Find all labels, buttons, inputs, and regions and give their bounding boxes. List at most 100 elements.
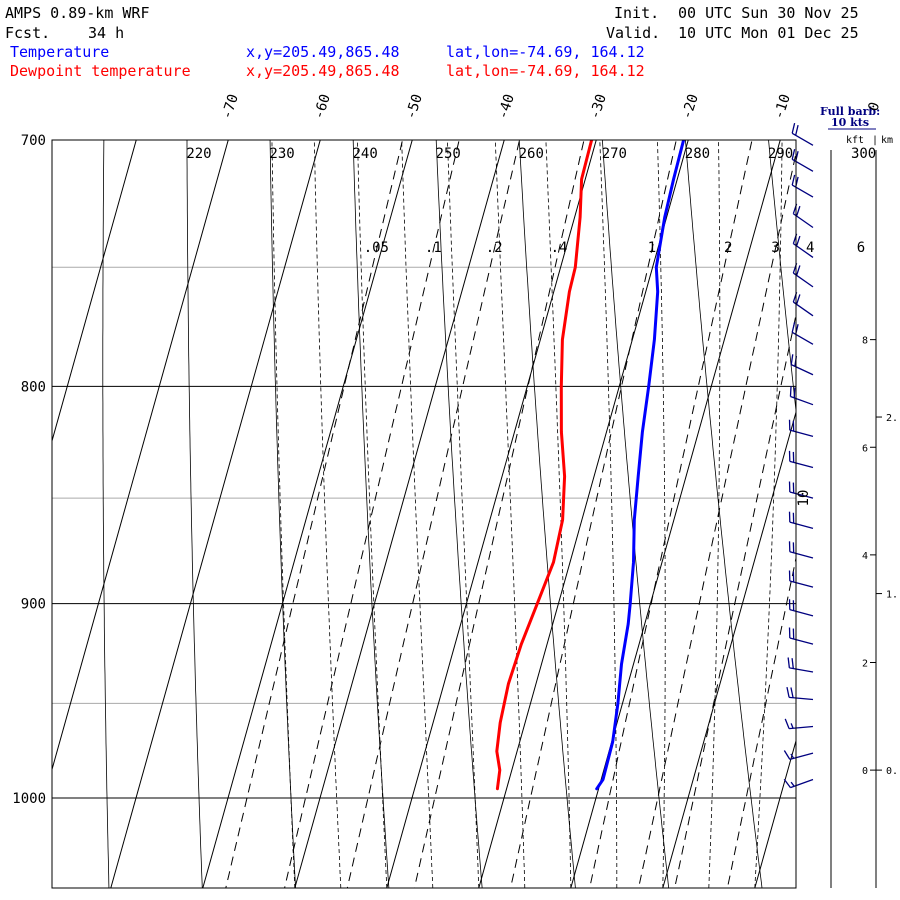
isotherm--50 xyxy=(202,140,413,888)
wind-barb-flag-19-0 xyxy=(786,687,790,698)
km-label-0: 0. xyxy=(886,766,898,777)
wind-barb-staff-8 xyxy=(790,364,814,376)
dry-adiabat-label-230: 230 xyxy=(269,146,294,162)
mixing-ratio-line-.1 xyxy=(284,140,460,888)
mixing-ratio-label-6: 6 xyxy=(857,240,865,256)
moist-adiabats xyxy=(271,140,783,888)
wind-barb-flag-4-1 xyxy=(795,235,801,247)
dry-adiabat-label-240: 240 xyxy=(352,146,377,162)
wind-barb-10 xyxy=(788,419,814,438)
moist-adiabat--5 xyxy=(599,140,618,888)
wind-barb-0 xyxy=(791,122,814,146)
wind-barb-staff-9 xyxy=(790,395,814,406)
isotherm-0 xyxy=(662,410,796,888)
temperature-label--60: -60 xyxy=(311,92,334,121)
mixing-ratio-line-2 xyxy=(589,140,753,888)
wind-barb-staff-3 xyxy=(792,213,814,229)
legend-temperature-name: Temperature xyxy=(10,43,109,61)
temperature-label--20: -20 xyxy=(679,92,702,121)
dry-adiabats xyxy=(102,140,796,888)
isotherm-10 xyxy=(754,739,796,888)
wind-barb-half-20 xyxy=(790,723,794,729)
init-label: Init. xyxy=(614,4,659,22)
kft-label-8: 8 xyxy=(862,336,868,347)
mixing-ratio-line-1 xyxy=(510,140,677,888)
dry-adiabat-290 xyxy=(768,140,796,415)
model-title: AMPS 0.89-km WRF xyxy=(5,4,150,22)
axis-separator: | xyxy=(872,135,878,146)
wind-barb-14 xyxy=(788,541,814,559)
wind-barb-21 xyxy=(783,750,814,761)
mixing-ratio-label-.4: .4 xyxy=(551,240,568,256)
mixing-ratio-lines xyxy=(225,140,796,888)
isotherm--80 xyxy=(52,140,137,443)
pressure-label-900: 900 xyxy=(21,597,46,613)
kft-axis-label: kft xyxy=(846,135,864,146)
wind-barb-9 xyxy=(789,386,814,406)
dry-adiabat-label-260: 260 xyxy=(519,146,544,162)
init-time: 00 UTC Sun 30 Nov 25 xyxy=(678,4,859,22)
moist-adiabat--40 xyxy=(271,140,296,888)
kft-label-2: 2 xyxy=(862,658,868,669)
wind-barb-1 xyxy=(791,149,814,172)
mixing-ratio-line-.2 xyxy=(346,140,521,888)
height-axis: kft | km 8 6 4 2 0 2. 1. 0. xyxy=(830,135,898,888)
wind-barb-17 xyxy=(788,627,814,645)
km-label-2: 2. xyxy=(886,413,898,424)
wind-barb-flag-0-1 xyxy=(795,124,799,136)
dry-adiabat-label-250: 250 xyxy=(436,146,461,162)
mixing-ratio-line-3 xyxy=(638,151,796,888)
wind-barb-8 xyxy=(790,354,814,376)
side-label: 10 xyxy=(796,490,812,507)
temperature-label--70: -70 xyxy=(219,92,242,121)
legend-dewpoint-latlon: lat,lon=-74.69, 164.12 xyxy=(446,62,645,80)
plot-frame xyxy=(51,139,797,889)
mixing-ratio-label-2: 2 xyxy=(724,240,732,256)
moist-adiabat--35 xyxy=(313,140,342,888)
moist-adiabat--30 xyxy=(357,140,388,888)
dry-adiabat-label-270: 270 xyxy=(602,146,627,162)
isotherm--20 xyxy=(478,140,689,888)
profile-line-1 xyxy=(495,140,594,791)
dry-adiabat-220 xyxy=(186,140,203,888)
dry-adiabat-250 xyxy=(435,140,483,888)
wind-barb-staff-6 xyxy=(792,301,814,317)
wind-barb-19 xyxy=(786,687,814,701)
wind-barb-staff-4 xyxy=(792,243,814,258)
dry-adiabat-label-290: 290 xyxy=(768,146,793,162)
isotherm--60 xyxy=(110,140,321,888)
isotherms xyxy=(52,140,796,888)
barb-legend-line2: 10 kts xyxy=(831,116,869,129)
wind-barb-11 xyxy=(788,450,814,469)
moist-adiabat--25 xyxy=(401,140,434,888)
wind-barb-staff-19 xyxy=(789,696,814,701)
isotherm--30 xyxy=(386,140,597,888)
wind-barb-flag-18-1 xyxy=(791,658,794,669)
moist-adiabat-0 xyxy=(657,140,666,888)
mixing-ratio-label-1: 1 xyxy=(648,240,656,256)
dry-adiabat-label-280: 280 xyxy=(685,146,710,162)
mixing-ratio-line-.05 xyxy=(225,140,404,888)
dry-adiabat-210 xyxy=(102,140,110,888)
moist-adiabat-10 xyxy=(754,140,783,888)
wind-barb-13 xyxy=(788,511,814,529)
wind-barb-half-22 xyxy=(790,781,795,787)
wind-barb-flag-2-0 xyxy=(791,174,796,186)
wind-barb-flag-19-1 xyxy=(790,687,794,698)
wind-barb-staff-18 xyxy=(789,667,814,673)
wind-barb-18 xyxy=(787,657,814,673)
wind-barb-2 xyxy=(791,174,814,198)
fcst-label: Fcst. xyxy=(5,24,50,42)
wind-barb-flag-0-0 xyxy=(791,122,796,134)
wind-barb-22 xyxy=(783,778,814,789)
dry-adiabat-280 xyxy=(685,140,763,888)
temperature-label--50: -50 xyxy=(403,92,426,121)
pressure-label-700: 700 xyxy=(21,133,46,149)
wind-barb-flag-3-1 xyxy=(795,205,801,217)
wind-barb-flag-5-1 xyxy=(795,265,801,276)
profile-line-0 xyxy=(595,140,686,791)
dry-adiabat-260 xyxy=(518,140,576,888)
wind-barb-staff-22 xyxy=(790,778,814,789)
